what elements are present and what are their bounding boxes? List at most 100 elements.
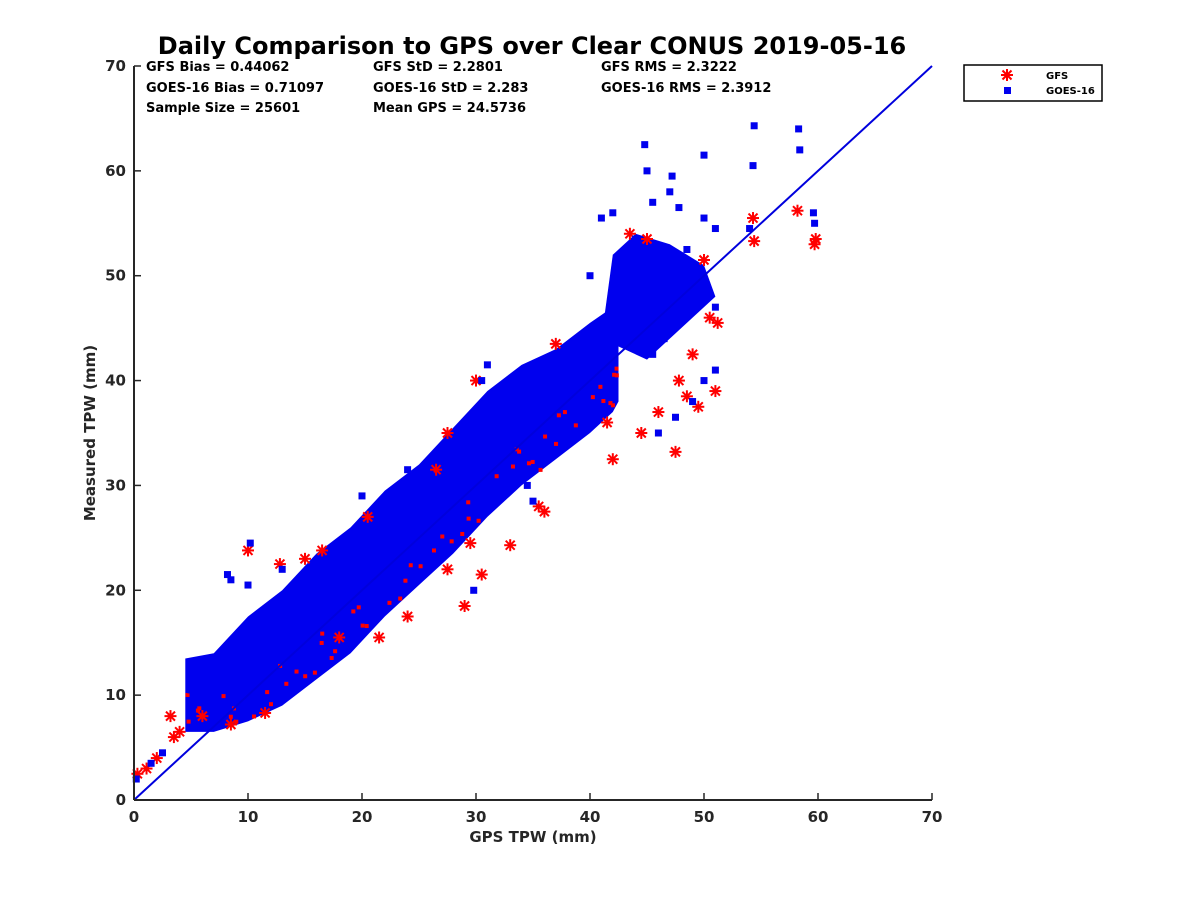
- goes16-point: [227, 576, 235, 584]
- stats-block: GFS Bias = 0.44062 GFS StD = 2.2801 GFS RM…: [146, 60, 771, 116]
- y-axis-label: Measured TPW (mm): [81, 345, 99, 521]
- gfs-point-cloud: [303, 674, 308, 679]
- gfs-point-cloud: [554, 441, 559, 446]
- gfs-point-cloud: [517, 449, 522, 454]
- y-tick-label: 40: [105, 372, 126, 390]
- gfs-point-cloud: [590, 395, 595, 400]
- goes16-point: [689, 398, 697, 406]
- goes16-point: [654, 429, 662, 437]
- gfs-point-cloud: [466, 500, 471, 505]
- gfs-point: [401, 610, 414, 623]
- gfs-point-cloud: [614, 373, 619, 378]
- gfs-point-cloud: [612, 372, 617, 377]
- gfs-point-cloud: [333, 649, 338, 654]
- gfs-point: [601, 416, 614, 429]
- gfs-point-cloud: [608, 401, 613, 406]
- gfs-point: [441, 563, 454, 576]
- x-tick-label: 30: [466, 808, 487, 826]
- goes16-point: [795, 125, 803, 133]
- data-markers: [131, 122, 822, 783]
- stat-text: GOES-16 StD = 2.283: [373, 81, 528, 96]
- gfs-point-cloud: [312, 670, 317, 675]
- goes16-point: [426, 471, 434, 479]
- gfs-point-cloud: [265, 690, 270, 695]
- goes16-point: [470, 586, 478, 594]
- gfs-point-cloud: [294, 669, 299, 674]
- x-tick-label: 50: [694, 808, 715, 826]
- gfs-point: [711, 316, 724, 329]
- gfs-point: [606, 453, 619, 466]
- goes16-point: [529, 497, 537, 505]
- goes16-point-cloud: [185, 307, 619, 732]
- goes16-point: [483, 361, 491, 369]
- gfs-point: [748, 235, 761, 248]
- y-tick-label: 0: [116, 791, 126, 809]
- gfs-point: [259, 706, 272, 719]
- goes16-point: [244, 581, 252, 589]
- gfs-point: [224, 718, 237, 731]
- axes: [133, 66, 932, 801]
- gfs-point-cloud: [351, 609, 356, 614]
- gfs-point-cloud: [494, 474, 499, 479]
- goes16-point: [649, 350, 657, 358]
- one-to-one-line: [133, 65, 933, 801]
- gfs-point-cloud: [387, 600, 392, 605]
- goes16-point: [796, 146, 804, 154]
- gfs-point-cloud: [598, 384, 603, 389]
- y-tick-label: 20: [105, 581, 126, 599]
- gfs-point-cloud: [252, 714, 257, 719]
- gfs-point: [361, 510, 374, 523]
- goes16-point: [666, 188, 674, 196]
- gfs-point: [504, 539, 517, 552]
- gfs-point: [316, 544, 329, 557]
- gfs-point-cloud: [408, 563, 413, 568]
- goes16-point: [711, 225, 719, 233]
- legend: GFS GOES-16: [963, 64, 1103, 102]
- gfs-point-cloud: [360, 623, 365, 628]
- gfs-point: [641, 233, 653, 246]
- legend-goes-marker: [1004, 87, 1011, 94]
- goes16-point: [375, 513, 383, 521]
- goes16-point: [711, 303, 719, 311]
- gfs-point-cloud: [364, 624, 369, 629]
- gfs-point-cloud: [476, 518, 481, 523]
- stat-text: GFS Bias = 0.44062: [146, 60, 289, 75]
- gfs-point-cloud: [185, 692, 190, 697]
- goes16-point: [620, 266, 628, 274]
- goes16-point: [700, 377, 708, 385]
- gfs-point: [373, 631, 386, 644]
- goes16-point: [675, 204, 683, 212]
- stat-text: Mean GPS = 24.5736: [373, 101, 526, 116]
- y-tick-label: 60: [105, 162, 126, 180]
- goes16-point: [147, 759, 155, 767]
- gfs-point: [686, 348, 699, 361]
- x-tick-label: 40: [580, 808, 601, 826]
- gfs-point-cloud: [526, 461, 531, 466]
- stat-text: GFS StD = 2.2801: [373, 60, 503, 75]
- gfs-point-cloud: [538, 467, 543, 472]
- gfs-point-cloud: [234, 719, 239, 724]
- gfs-point: [747, 212, 760, 225]
- gfs-point-cloud: [543, 434, 548, 439]
- goes16-point: [632, 303, 640, 311]
- gfs-point-cloud: [329, 655, 334, 660]
- gfs-point: [709, 385, 722, 398]
- stat-text: Sample Size = 25601: [146, 101, 300, 116]
- legend-gfs-label: GFS: [1046, 71, 1068, 82]
- y-tick-label: 30: [105, 476, 126, 494]
- goes16-point: [478, 377, 486, 385]
- gfs-point-cloud: [195, 708, 200, 713]
- gfs-point-cloud: [398, 596, 403, 601]
- stat-text: GOES-16 Bias = 0.71097: [146, 81, 324, 96]
- gfs-point: [549, 337, 562, 350]
- gfs-point-cloud: [610, 403, 615, 408]
- gfs-point: [299, 552, 311, 565]
- gfs-point-cloud: [573, 423, 578, 428]
- data-cloud: [185, 233, 716, 732]
- legend-box: [963, 64, 1103, 102]
- gfs-point: [538, 505, 551, 518]
- gfs-point: [196, 710, 209, 723]
- gfs-point-cloud: [197, 706, 202, 711]
- gfs-point-cloud: [466, 516, 471, 521]
- gfs-point-cloud: [562, 410, 567, 415]
